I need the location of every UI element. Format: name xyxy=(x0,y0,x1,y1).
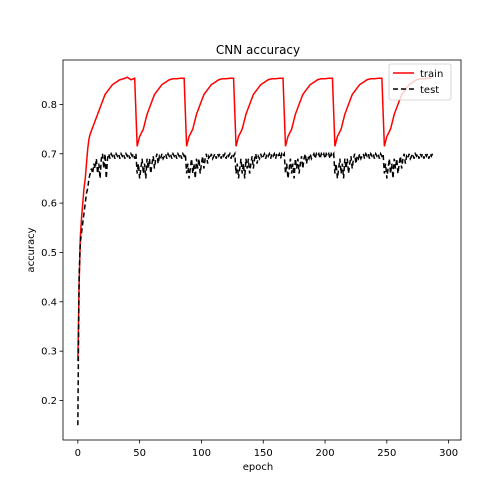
series-line-test xyxy=(77,150,434,426)
plot-area: 0 50 100 150 200 250 300 0.2 0.3 0.4 0.5 0.6 0.7 0.8 xyxy=(41,59,462,459)
x-axis-label: epoch xyxy=(243,462,273,473)
y-tick-label: 0.6 xyxy=(41,199,57,210)
x-tick-label: 300 xyxy=(439,448,458,459)
x-tick-label: 250 xyxy=(377,448,396,459)
y-tick-label: 0.8 xyxy=(41,100,57,111)
x-axis-ticks: 0 50 100 150 200 250 300 xyxy=(75,440,458,459)
x-tick-label: 0 xyxy=(75,448,81,459)
y-tick-label: 0.7 xyxy=(41,149,57,160)
chart-title: CNN accuracy xyxy=(216,43,300,57)
x-tick-label: 50 xyxy=(133,448,146,459)
x-tick-label: 100 xyxy=(192,448,211,459)
series-lines xyxy=(77,76,434,426)
y-axis-label: accuracy xyxy=(26,227,37,272)
legend: train test xyxy=(388,63,452,101)
y-axis-ticks: 0.2 0.3 0.4 0.5 0.6 0.7 0.8 xyxy=(41,100,63,407)
y-tick-label: 0.5 xyxy=(41,248,57,259)
series-line-train xyxy=(77,76,432,362)
y-tick-label: 0.4 xyxy=(41,297,57,308)
x-tick-label: 200 xyxy=(315,448,334,459)
y-tick-label: 0.3 xyxy=(41,347,57,358)
x-tick-label: 150 xyxy=(254,448,273,459)
plot-frame xyxy=(62,59,462,441)
y-tick-label: 0.2 xyxy=(41,396,57,407)
legend-test-label: test xyxy=(420,85,439,96)
legend-train-label: train xyxy=(420,69,443,80)
